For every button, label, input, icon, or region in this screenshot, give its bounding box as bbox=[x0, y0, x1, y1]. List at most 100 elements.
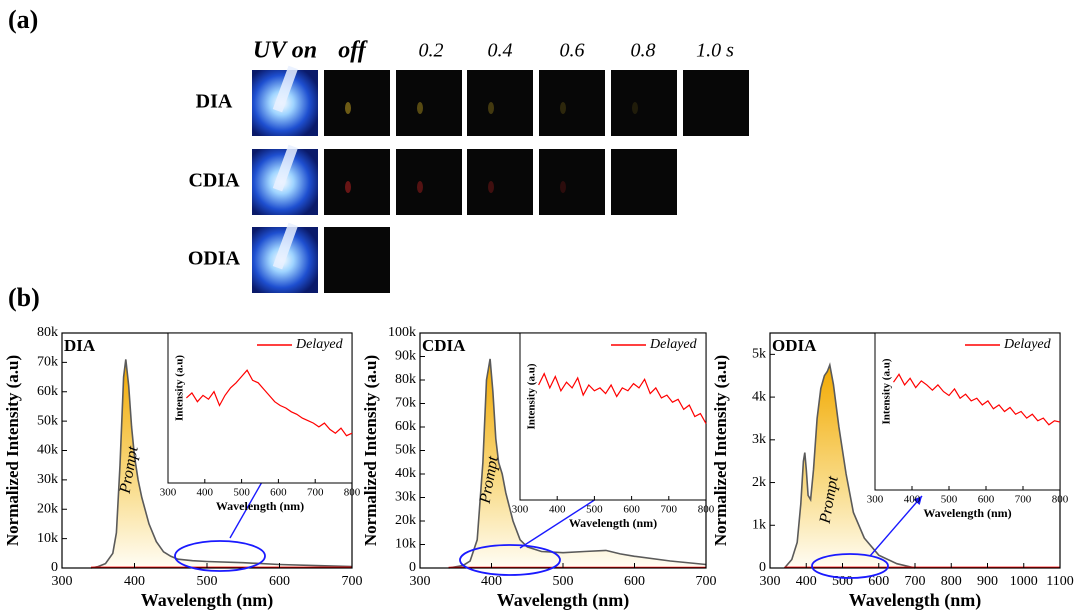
y-tick-label: 5k bbox=[752, 347, 766, 362]
row-label: CDIA bbox=[188, 170, 240, 192]
x-tick-label: 300 bbox=[410, 574, 431, 589]
column-header: UV on bbox=[253, 38, 317, 64]
afterglow-spot bbox=[345, 102, 351, 114]
inset-x-tick-label: 500 bbox=[586, 504, 603, 516]
x-tick-label: 400 bbox=[124, 574, 145, 589]
panel-title: CDIA bbox=[422, 336, 466, 355]
x-tick-label: 500 bbox=[553, 574, 574, 589]
inset-x-tick-label: 500 bbox=[941, 494, 958, 506]
inset-x-title: Wavelength (nm) bbox=[923, 506, 1011, 520]
inset-x-tick-label: 300 bbox=[867, 494, 884, 506]
panel-title: ODIA bbox=[772, 336, 817, 355]
afterglow-photo bbox=[396, 149, 462, 215]
legend-label: Delayed bbox=[1003, 337, 1052, 352]
x-tick-label: 300 bbox=[52, 574, 73, 589]
y-tick-label: 1k bbox=[752, 517, 766, 532]
legend-label: Delayed bbox=[295, 337, 344, 352]
x-tick-label: 700 bbox=[342, 574, 363, 589]
delayed-inset-line bbox=[538, 372, 707, 424]
inset-x-tick-label: 600 bbox=[978, 494, 995, 506]
inset-x-tick-label: 800 bbox=[344, 487, 361, 499]
prompt-spectrum bbox=[783, 362, 916, 569]
column-header: 0.8 bbox=[631, 40, 656, 62]
y-tick-label: 50k bbox=[395, 443, 416, 458]
x-tick-label: 400 bbox=[481, 574, 502, 589]
afterglow-photo bbox=[611, 149, 677, 215]
delayed-inset-line bbox=[893, 373, 1061, 426]
x-tick-label: 700 bbox=[696, 574, 717, 589]
highlight-ellipse bbox=[459, 544, 561, 576]
y-axis-title: Normalized Intensity (a.u) bbox=[3, 355, 22, 546]
y-tick-label: 80k bbox=[37, 325, 58, 340]
y-tick-label: 70k bbox=[395, 396, 416, 411]
delayed-inset-line bbox=[185, 369, 353, 437]
inset-x-title: Wavelength (nm) bbox=[216, 499, 304, 513]
y-tick-label: 100k bbox=[388, 325, 416, 340]
inset-x-tick-label: 700 bbox=[307, 487, 324, 499]
afterglow-spot bbox=[560, 181, 566, 193]
inset-x-tick-label: 300 bbox=[512, 504, 529, 516]
afterglow-photo bbox=[467, 149, 533, 215]
y-tick-label: 40k bbox=[395, 466, 416, 481]
inset-x-tick-label: 400 bbox=[197, 487, 214, 499]
y-tick-label: 0 bbox=[759, 560, 766, 575]
inset-frame bbox=[519, 332, 707, 501]
inset-x-tick-label: 700 bbox=[661, 504, 678, 516]
y-tick-label: 50k bbox=[37, 413, 58, 428]
prompt-area-fill bbox=[91, 359, 352, 568]
afterglow-photo bbox=[467, 70, 533, 136]
y-tick-label: 0 bbox=[409, 560, 416, 575]
column-header: off bbox=[338, 38, 368, 64]
y-tick-label: 70k bbox=[37, 355, 58, 370]
y-tick-label: 80k bbox=[395, 372, 416, 387]
inset-x-title: Wavelength (nm) bbox=[569, 516, 657, 530]
y-tick-label: 20k bbox=[37, 501, 58, 516]
capillary bbox=[272, 222, 298, 270]
column-header: 0.6 bbox=[560, 40, 585, 62]
x-tick-label: 600 bbox=[269, 574, 290, 589]
y-tick-label: 60k bbox=[395, 419, 416, 434]
column-header: 0.4 bbox=[488, 40, 513, 62]
y-tick-label: 90k bbox=[395, 349, 416, 364]
afterglow-spot bbox=[488, 181, 494, 193]
afterglow-spot bbox=[345, 181, 351, 193]
panel-label: (b) bbox=[8, 283, 40, 312]
y-axis-title: Normalized Intensity (a.u) bbox=[361, 355, 380, 546]
y-tick-label: 3k bbox=[752, 432, 766, 447]
inset-x-tick-label: 800 bbox=[698, 504, 715, 516]
afterglow-spot bbox=[417, 102, 423, 114]
highlight-ellipse bbox=[811, 553, 889, 579]
inset-x-tick-label: 400 bbox=[549, 504, 566, 516]
prompt-area-fill bbox=[784, 365, 915, 568]
x-tick-label: 500 bbox=[197, 574, 218, 589]
y-tick-label: 4k bbox=[752, 389, 766, 404]
y-tick-label: 10k bbox=[37, 531, 58, 546]
prompt-spectrum bbox=[90, 359, 353, 569]
inset-x-tick-label: 800 bbox=[1052, 494, 1069, 506]
afterglow-spot bbox=[417, 181, 423, 193]
x-tick-label: 900 bbox=[977, 574, 998, 589]
legend-label: Delayed bbox=[649, 337, 698, 352]
afterglow-spot bbox=[560, 102, 566, 114]
y-tick-label: 20k bbox=[395, 513, 416, 528]
afterglow-spot bbox=[632, 102, 638, 114]
x-tick-label: 700 bbox=[905, 574, 926, 589]
y-tick-label: 2k bbox=[752, 475, 766, 490]
inset-y-title: Intensity (a.u) bbox=[174, 355, 186, 421]
panel-label: (a) bbox=[8, 5, 38, 34]
x-tick-label: 1100 bbox=[1046, 574, 1073, 589]
row-label: ODIA bbox=[188, 248, 241, 270]
x-tick-label: 300 bbox=[760, 574, 781, 589]
column-header: 1.0 s bbox=[696, 40, 734, 62]
arrow bbox=[869, 495, 923, 557]
inset-x-tick-label: 300 bbox=[160, 487, 177, 499]
x-tick-label: 400 bbox=[796, 574, 817, 589]
row-label: DIA bbox=[196, 91, 233, 113]
inset-x-tick-label: 600 bbox=[270, 487, 287, 499]
afterglow-photo bbox=[396, 70, 462, 136]
y-axis-title: Normalized Intensity (a.u) bbox=[711, 355, 730, 546]
afterglow-photo bbox=[683, 70, 749, 136]
afterglow-photo bbox=[324, 227, 390, 293]
inset-x-tick-label: 400 bbox=[904, 494, 921, 506]
